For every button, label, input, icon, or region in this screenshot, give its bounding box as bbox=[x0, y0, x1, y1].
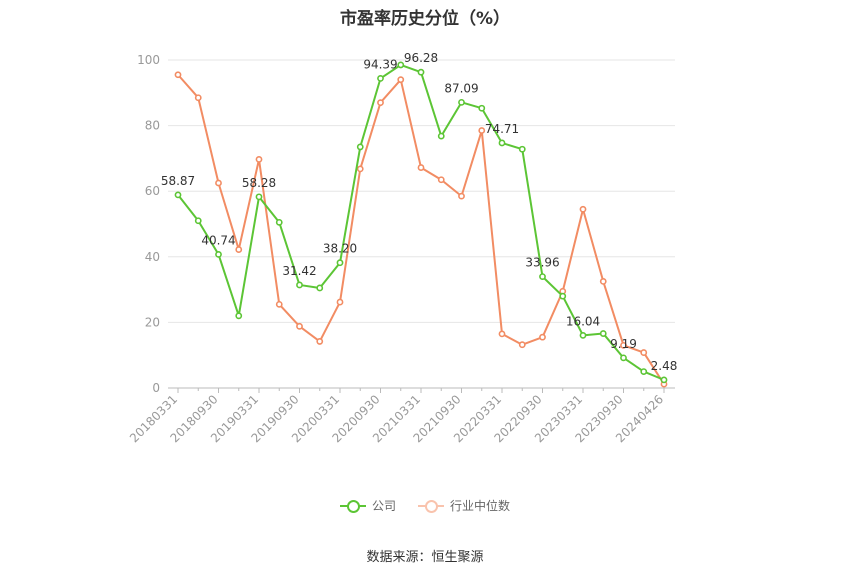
data-label: 94.39 bbox=[363, 57, 397, 71]
data-point-company bbox=[235, 312, 243, 320]
data-point-industry bbox=[599, 277, 607, 285]
data-point-company bbox=[498, 139, 506, 147]
legend-swatch-company bbox=[339, 499, 366, 513]
data-point-company bbox=[356, 143, 364, 151]
data-point-company bbox=[397, 61, 405, 69]
data-point-company bbox=[316, 284, 324, 292]
data-point-industry bbox=[174, 71, 182, 79]
data-point-company bbox=[336, 259, 344, 267]
chart-title: 市盈率历史分位（%） bbox=[339, 9, 511, 29]
data-point-industry bbox=[417, 164, 425, 171]
data-point-industry bbox=[397, 76, 405, 84]
data-label: 9.19 bbox=[610, 337, 637, 351]
data-point-company bbox=[599, 330, 607, 337]
series-line-company bbox=[177, 63, 665, 381]
data-point-company bbox=[539, 273, 546, 281]
data-point-industry bbox=[356, 165, 364, 173]
data-point-company bbox=[377, 75, 384, 82]
legend-label-industry: 行业中位数 bbox=[450, 499, 511, 513]
data-label: 40.74 bbox=[201, 233, 235, 247]
data-point-industry bbox=[498, 330, 506, 338]
y-tick-label: 100 bbox=[137, 53, 160, 67]
y-tick-label: 80 bbox=[145, 119, 160, 133]
data-point-industry bbox=[620, 341, 627, 349]
data-point-company bbox=[174, 191, 182, 199]
data-point-industry bbox=[640, 349, 648, 356]
data-point-industry bbox=[478, 127, 486, 134]
data-label: 31.42 bbox=[282, 264, 316, 278]
legend-label-company: 公司 bbox=[371, 499, 396, 513]
y-tick-label: 0 bbox=[152, 381, 160, 395]
series-line-industry bbox=[177, 74, 665, 385]
data-label: 33.96 bbox=[525, 256, 559, 270]
data-point-company bbox=[660, 376, 668, 384]
data-point-company bbox=[458, 98, 465, 106]
data-point-industry bbox=[316, 338, 324, 345]
data-point-industry bbox=[437, 176, 445, 184]
y-tick-label: 20 bbox=[145, 315, 160, 329]
data-point-industry bbox=[235, 246, 243, 253]
data-point-company bbox=[518, 145, 526, 153]
data-label: 38.20 bbox=[323, 242, 357, 256]
data-point-company bbox=[255, 193, 263, 201]
legend-swatch-industry bbox=[418, 499, 444, 513]
data-source: 数据来源：恒生聚源 bbox=[366, 550, 484, 565]
data-point-company bbox=[620, 354, 627, 362]
data-point-industry bbox=[539, 333, 546, 341]
legend-item-company[interactable]: 公司 bbox=[339, 497, 396, 514]
data-point-industry bbox=[194, 94, 202, 102]
data-label: 16.04 bbox=[566, 314, 600, 328]
data-point-industry bbox=[579, 205, 587, 213]
data-point-company bbox=[417, 68, 425, 76]
data-point-company bbox=[275, 218, 283, 226]
data-point-industry bbox=[377, 99, 384, 107]
data-label: 2.48 bbox=[651, 359, 678, 373]
data-point-industry bbox=[336, 298, 344, 306]
data-point-industry bbox=[518, 341, 526, 349]
legend-item-industry[interactable]: 行业中位数 bbox=[418, 497, 510, 514]
data-label: 96.28 bbox=[404, 51, 438, 65]
data-point-company bbox=[640, 368, 648, 375]
data-label: 87.09 bbox=[444, 81, 478, 95]
data-point-company bbox=[215, 250, 222, 258]
data-label: 58.28 bbox=[242, 176, 276, 190]
data-point-industry bbox=[458, 192, 465, 200]
data-point-company bbox=[559, 292, 567, 300]
data-point-industry bbox=[255, 155, 263, 163]
y-tick-label: 40 bbox=[145, 250, 160, 264]
data-point-company bbox=[478, 104, 486, 112]
y-tick-label: 60 bbox=[145, 184, 160, 198]
data-point-industry bbox=[275, 300, 283, 308]
data-label: 58.87 bbox=[161, 174, 195, 188]
data-point-industry bbox=[215, 179, 222, 187]
data-point-industry bbox=[296, 322, 303, 330]
data-point-company bbox=[296, 281, 303, 289]
data-point-company bbox=[194, 217, 202, 225]
data-label: 74.71 bbox=[485, 122, 519, 136]
data-point-company bbox=[579, 331, 587, 339]
data-point-company bbox=[437, 132, 445, 140]
legend: 公司 行业中位数 bbox=[0, 497, 850, 514]
